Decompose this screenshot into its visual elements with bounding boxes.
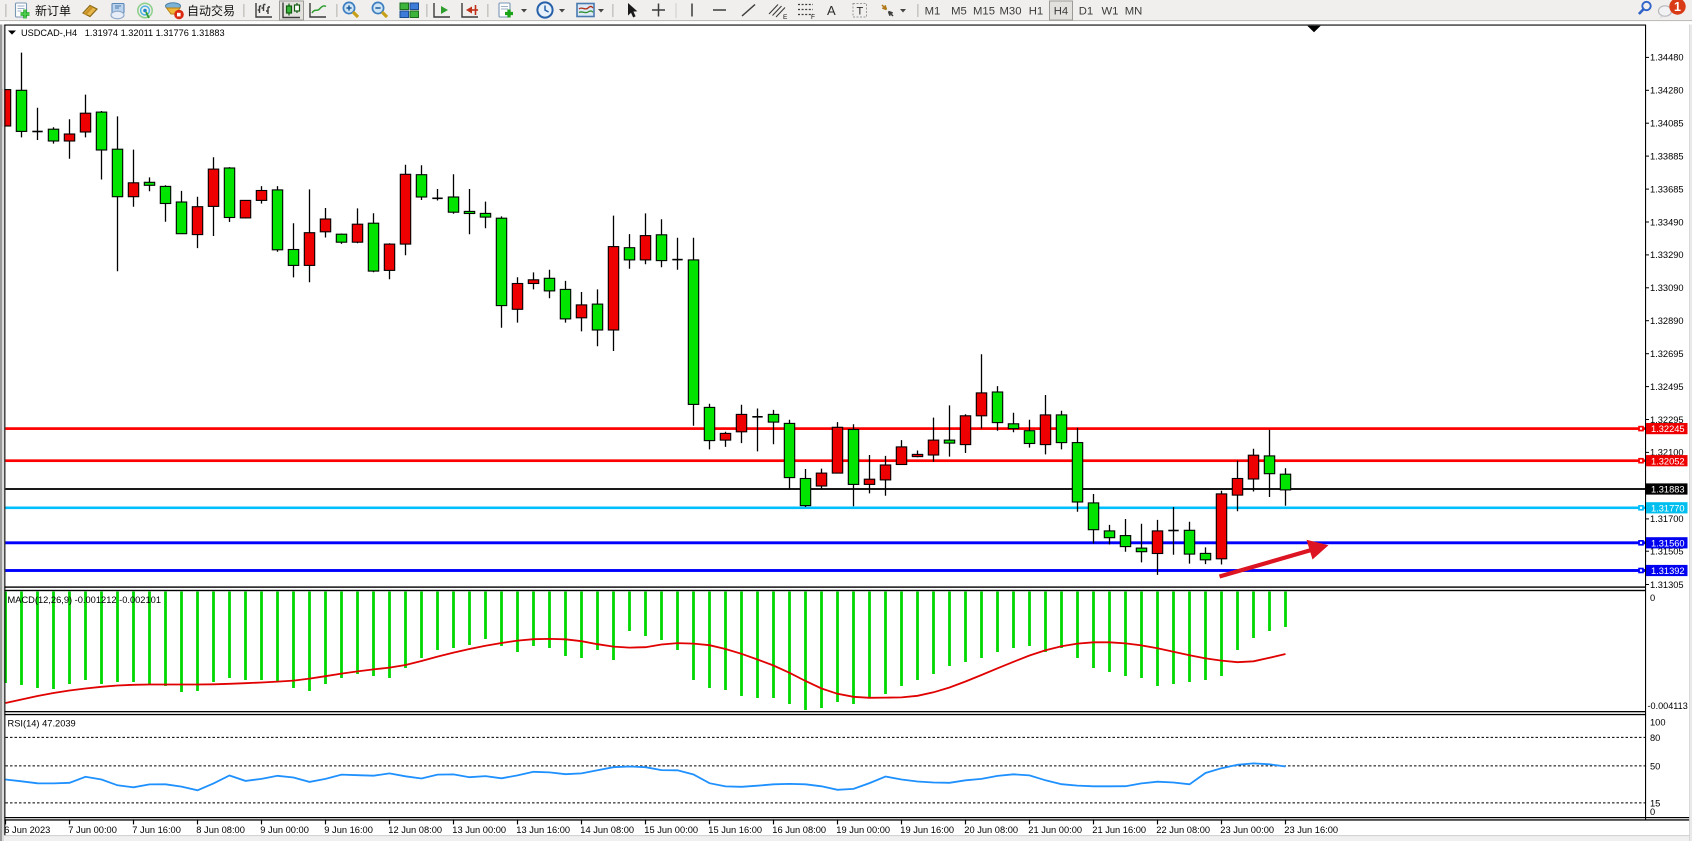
svg-text:A: A: [827, 3, 836, 18]
svg-text:1: 1: [1674, 0, 1681, 14]
svg-text:1.33090: 1.33090: [1650, 283, 1684, 293]
svg-text:新订单: 新订单: [35, 3, 71, 18]
svg-text:1.33885: 1.33885: [1650, 151, 1684, 161]
svg-text:M30: M30: [1000, 6, 1022, 18]
svg-text:1.31700: 1.31700: [1650, 514, 1684, 524]
svg-text:M15: M15: [973, 6, 995, 18]
svg-text:1.32052: 1.32052: [1651, 456, 1685, 466]
svg-text:T: T: [857, 6, 864, 18]
svg-text:15: 15: [1650, 798, 1660, 808]
svg-text:7 Jun 16:00: 7 Jun 16:00: [132, 825, 181, 835]
svg-text:1.31883: 1.31883: [1651, 485, 1685, 495]
svg-text:自动交易: 自动交易: [187, 3, 235, 18]
svg-text:1.31505: 1.31505: [1650, 547, 1684, 557]
svg-text:1.34480: 1.34480: [1650, 53, 1684, 63]
svg-text:0: 0: [1650, 807, 1655, 817]
svg-text:1.34280: 1.34280: [1650, 86, 1684, 96]
svg-text:15 Jun 00:00: 15 Jun 00:00: [644, 825, 698, 835]
svg-text:W1: W1: [1102, 6, 1119, 18]
svg-text:MACD(12,26,9) -0.001212 -0.002: MACD(12,26,9) -0.001212 -0.002101: [8, 595, 162, 605]
svg-text:80: 80: [1650, 733, 1660, 743]
svg-text:-0.004113: -0.004113: [1648, 701, 1688, 711]
svg-text:8 Jun 08:00: 8 Jun 08:00: [196, 825, 245, 835]
svg-text:9 Jun 16:00: 9 Jun 16:00: [324, 825, 373, 835]
svg-text:1.33685: 1.33685: [1650, 184, 1684, 194]
svg-text:USDCAD-,H4 1.31974 1.32011 1: USDCAD-,H4 1.31974 1.32011 1.31776 1.318…: [21, 28, 225, 38]
svg-text:1.32890: 1.32890: [1650, 316, 1684, 326]
svg-text:1.32100: 1.32100: [1650, 448, 1684, 458]
svg-text:MN: MN: [1125, 6, 1143, 18]
svg-text:1.34085: 1.34085: [1650, 119, 1684, 129]
svg-text:M1: M1: [925, 6, 941, 18]
svg-text:H4: H4: [1054, 6, 1068, 18]
svg-text:19 Jun 00:00: 19 Jun 00:00: [836, 825, 890, 835]
svg-text:15 Jun 16:00: 15 Jun 16:00: [708, 825, 762, 835]
svg-text:H1: H1: [1029, 6, 1043, 18]
svg-text:23 Jun 16:00: 23 Jun 16:00: [1284, 825, 1338, 835]
svg-text:1.32295: 1.32295: [1650, 415, 1684, 425]
svg-text:14 Jun 08:00: 14 Jun 08:00: [580, 825, 634, 835]
svg-text:1.31560: 1.31560: [1651, 538, 1685, 548]
svg-text:16 Jun 08:00: 16 Jun 08:00: [772, 825, 826, 835]
svg-text:50: 50: [1650, 761, 1660, 771]
svg-text:F: F: [811, 14, 815, 21]
svg-text:RSI(14) 47.2039: RSI(14) 47.2039: [8, 718, 76, 728]
svg-text:1.33490: 1.33490: [1650, 217, 1684, 227]
svg-text:21 Jun 16:00: 21 Jun 16:00: [1092, 825, 1146, 835]
svg-text:21 Jun 00:00: 21 Jun 00:00: [1028, 825, 1082, 835]
svg-text:0: 0: [1650, 593, 1655, 603]
svg-text:100: 100: [1650, 717, 1666, 727]
svg-text:1.32495: 1.32495: [1650, 382, 1684, 392]
svg-text:1.31305: 1.31305: [1650, 580, 1684, 590]
svg-text:1.31770: 1.31770: [1651, 503, 1685, 513]
svg-text:22 Jun 08:00: 22 Jun 08:00: [1156, 825, 1210, 835]
svg-text:1.32245: 1.32245: [1651, 424, 1685, 434]
svg-text:1.32695: 1.32695: [1650, 349, 1684, 359]
svg-text:13 Jun 00:00: 13 Jun 00:00: [452, 825, 506, 835]
svg-text:12 Jun 08:00: 12 Jun 08:00: [388, 825, 442, 835]
svg-text:E: E: [783, 14, 788, 21]
svg-text:20 Jun 08:00: 20 Jun 08:00: [964, 825, 1018, 835]
svg-text:D1: D1: [1079, 6, 1093, 18]
svg-text:M5: M5: [951, 6, 967, 18]
svg-text:1.33290: 1.33290: [1650, 250, 1684, 260]
svg-text:1.31392: 1.31392: [1651, 566, 1685, 576]
svg-text:23 Jun 00:00: 23 Jun 00:00: [1220, 825, 1274, 835]
svg-text:6 Jun 2023: 6 Jun 2023: [4, 825, 50, 835]
svg-text:19 Jun 16:00: 19 Jun 16:00: [900, 825, 954, 835]
svg-text:13 Jun 16:00: 13 Jun 16:00: [516, 825, 570, 835]
svg-text:9 Jun 00:00: 9 Jun 00:00: [260, 825, 309, 835]
svg-text:7 Jun 00:00: 7 Jun 00:00: [68, 825, 117, 835]
